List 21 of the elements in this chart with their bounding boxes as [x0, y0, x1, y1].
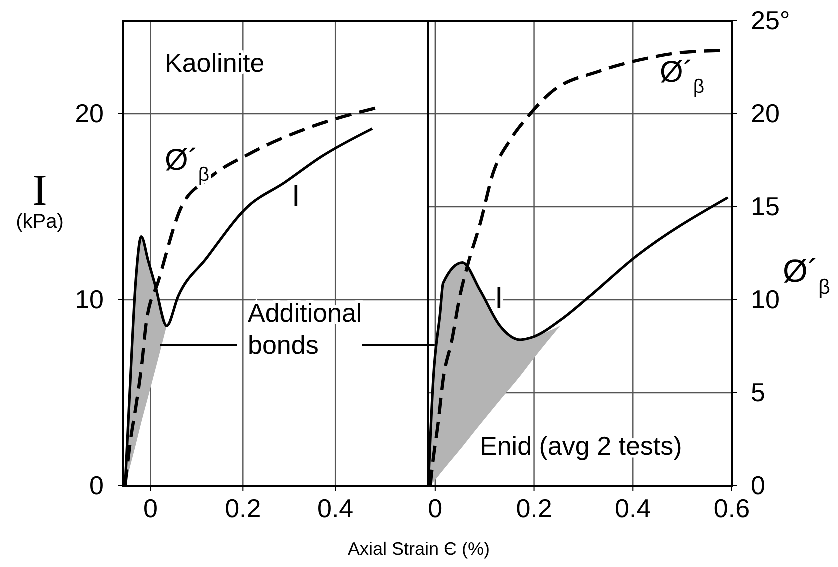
y-tick-label: 25° [751, 5, 790, 36]
x-tick-label: 0.4 [318, 493, 354, 524]
x-tick-label: 0.2 [516, 493, 552, 524]
y-tick-label: 5 [751, 377, 766, 408]
y-axis-title: I (kPa) [16, 166, 64, 233]
x-tick-label: 0.2 [225, 493, 262, 524]
y-tick-label: 0 [751, 470, 766, 500]
series-label: I [292, 180, 300, 213]
x-tick-label: 0 [428, 493, 443, 524]
y-tick-label: 15 [751, 191, 780, 222]
y-tick-label: 20 [751, 98, 780, 128]
series-label: Ø´$_{β}$ [660, 56, 705, 98]
x-tick-label: 0.4 [615, 493, 652, 524]
y-tick-label: 10 [751, 284, 780, 314]
y-tick-label: 0 [90, 470, 104, 500]
x-axis-title: Axial Strain Є (%) [348, 539, 490, 559]
x-tick-label: 0.6 [714, 493, 750, 524]
y-tick-label: 20 [75, 98, 104, 128]
y-tick-label: 10 [75, 284, 104, 314]
y-axis-title: Ø´$_{β}$ [783, 253, 831, 298]
x-tick-label: 0 [143, 493, 158, 524]
